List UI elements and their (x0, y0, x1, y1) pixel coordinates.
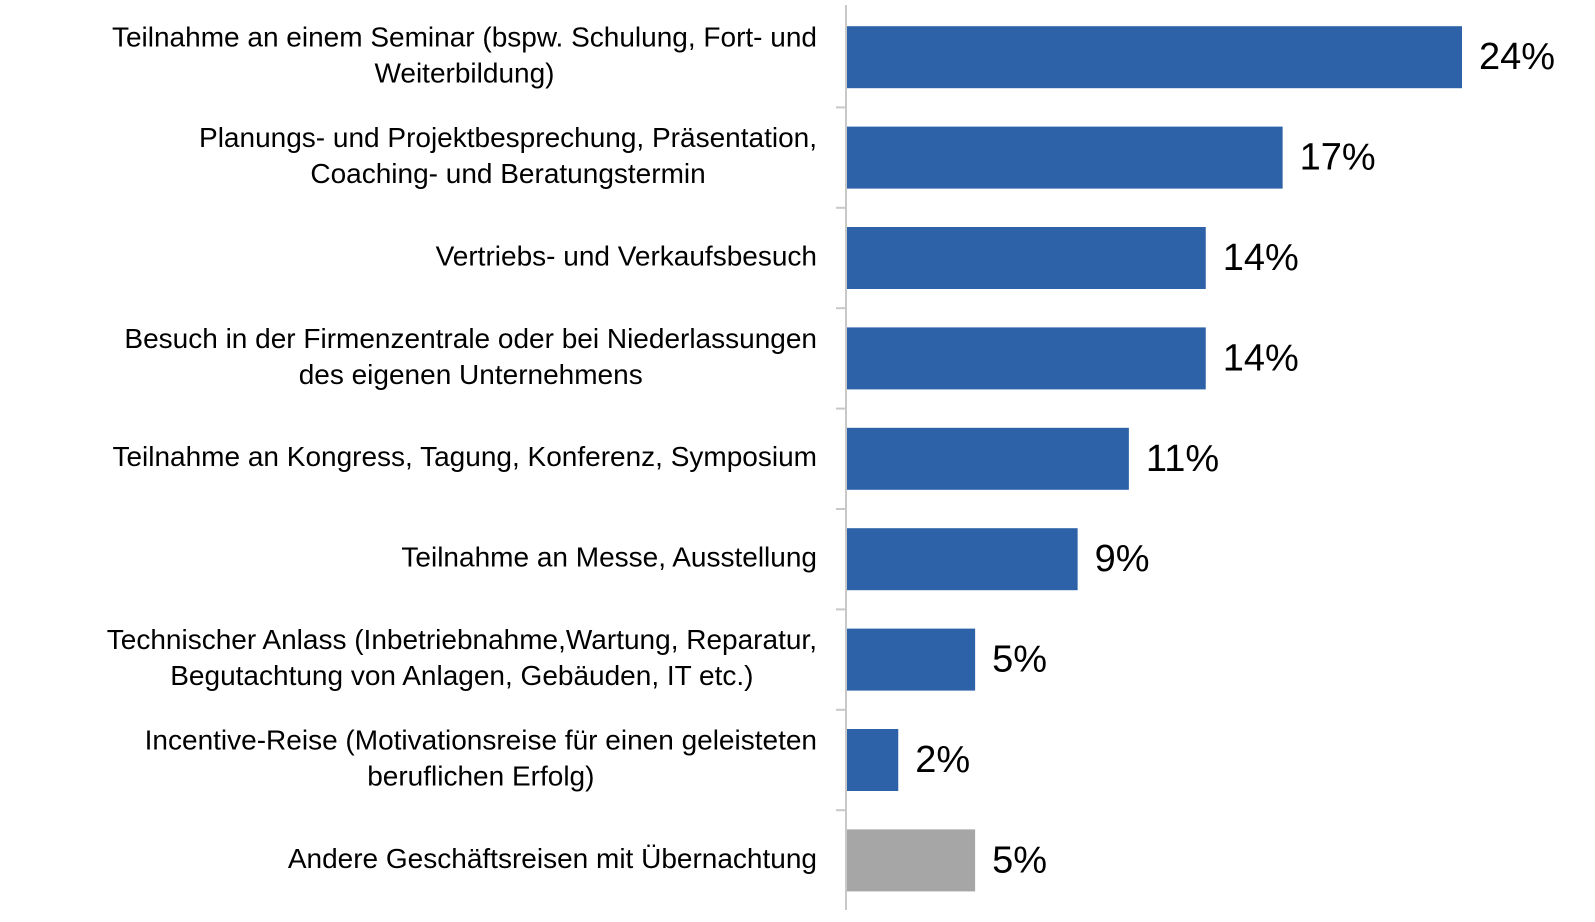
bar (847, 26, 1462, 89)
y-tick-label: Begutachtung von Anlagen, Gebäuden, IT e… (170, 660, 753, 691)
value-label: 5% (992, 639, 1047, 681)
bar (847, 126, 1283, 189)
value-label: 14% (1223, 337, 1299, 379)
y-tick-label: Besuch in der Firmenzentrale oder bei Ni… (124, 323, 817, 354)
value-label: 2% (915, 739, 970, 781)
y-tick-label: Vertriebs- und Verkaufsbesuch (436, 240, 817, 271)
value-label: 24% (1479, 36, 1555, 78)
bar (847, 227, 1206, 289)
bar (847, 829, 976, 892)
y-tick-label: Coaching- und Beratungstermin (310, 158, 705, 189)
y-tick-label: Incentive-Reise (Motivationsreise für ei… (145, 724, 817, 755)
y-tick-label: Teilnahme an einem Seminar (bspw. Schulu… (112, 22, 817, 53)
y-tick-label: Teilnahme an Messe, Ausstellung (401, 542, 817, 573)
bar (847, 327, 1206, 390)
y-tick-label: des eigenen Unternehmens (299, 359, 643, 390)
value-label: 5% (992, 839, 1047, 881)
y-tick-label: Andere Geschäftsreisen mit Übernachtung (288, 843, 817, 874)
y-tick-label: Weiterbildung) (374, 58, 554, 89)
bar (847, 729, 899, 791)
value-label: 14% (1223, 237, 1299, 279)
y-tick-label: Teilnahme an Kongress, Tagung, Konferenz… (112, 441, 817, 472)
y-tick-label: beruflichen Erfolg) (367, 760, 594, 791)
value-label: 11% (1146, 438, 1219, 480)
y-tick-label: Technischer Anlass (Inbetriebnahme,Wartu… (107, 624, 817, 655)
y-tick-label: Planungs- und Projektbesprechung, Präsen… (199, 122, 817, 153)
value-label: 9% (1095, 538, 1150, 580)
value-label: 17% (1300, 137, 1376, 179)
bar (847, 427, 1129, 490)
bar (847, 628, 976, 691)
bar (847, 528, 1078, 591)
